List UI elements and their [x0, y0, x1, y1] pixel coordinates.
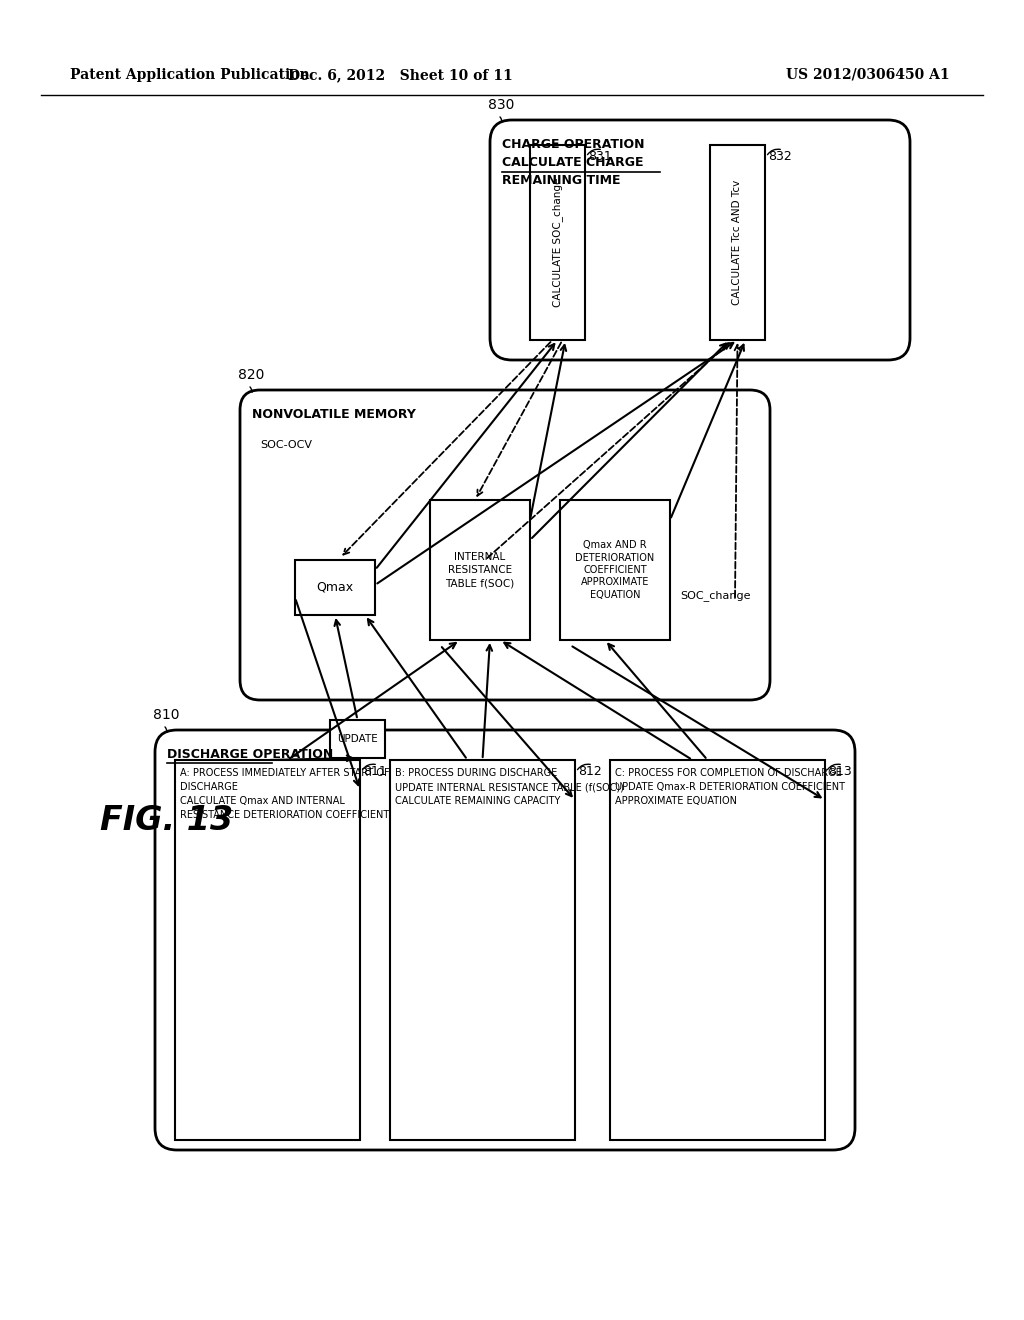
Text: SOC-OCV: SOC-OCV: [260, 440, 312, 450]
Text: DISCHARGE OPERATION: DISCHARGE OPERATION: [167, 748, 333, 762]
Text: NONVOLATILE MEMORY: NONVOLATILE MEMORY: [252, 408, 416, 421]
Bar: [610, 760, 825, 1140]
Text: 830: 830: [488, 98, 514, 112]
Bar: [390, 760, 575, 1140]
Text: FIG. 13: FIG. 13: [100, 804, 233, 837]
Text: CHARGE OPERATION: CHARGE OPERATION: [502, 139, 644, 150]
Text: INTERNAL
RESISTANCE
TABLE f(SOC): INTERNAL RESISTANCE TABLE f(SOC): [445, 552, 515, 589]
Text: CALCULATE SOC_change: CALCULATE SOC_change: [552, 178, 563, 308]
Text: Dec. 6, 2012   Sheet 10 of 11: Dec. 6, 2012 Sheet 10 of 11: [288, 69, 512, 82]
Bar: [175, 760, 360, 1140]
Text: B: PROCESS DURING DISCHARGE
UPDATE INTERNAL RESISTANCE TABLE (f(SOC))
CALCULATE : B: PROCESS DURING DISCHARGE UPDATE INTER…: [395, 768, 624, 807]
Text: 812: 812: [578, 766, 602, 777]
Text: US 2012/0306450 A1: US 2012/0306450 A1: [786, 69, 950, 82]
Text: CALCULATE CHARGE: CALCULATE CHARGE: [502, 156, 643, 169]
Text: 810: 810: [153, 708, 179, 722]
FancyBboxPatch shape: [490, 120, 910, 360]
Text: A: PROCESS IMMEDIATELY AFTER START OF
DISCHARGE
CALCULATE Qmax AND INTERNAL
RESI: A: PROCESS IMMEDIATELY AFTER START OF DI…: [180, 768, 389, 820]
Bar: [430, 500, 530, 640]
Bar: [295, 560, 375, 615]
Text: 831: 831: [588, 150, 611, 162]
Bar: [560, 500, 670, 640]
Text: Qmax AND R
DETERIORATION
COEFFICIENT
APPROXIMATE
EQUATION: Qmax AND R DETERIORATION COEFFICIENT APP…: [575, 540, 654, 599]
Bar: [710, 145, 765, 341]
Text: 820: 820: [238, 368, 264, 381]
Bar: [530, 145, 585, 341]
Text: Qmax: Qmax: [316, 581, 353, 594]
Bar: [330, 719, 385, 758]
Text: 811: 811: [362, 766, 387, 777]
Text: C: PROCESS FOR COMPLETION OF DISCHARGE
UPDATE Qmax-R DETERIORATION COEFFICIENT
A: C: PROCESS FOR COMPLETION OF DISCHARGE U…: [615, 768, 845, 807]
Text: Patent Application Publication: Patent Application Publication: [70, 69, 309, 82]
Text: 832: 832: [768, 150, 792, 162]
Text: CALCULATE Tcc AND Tcv: CALCULATE Tcc AND Tcv: [732, 180, 742, 305]
Text: SOC_change: SOC_change: [680, 590, 751, 601]
Text: 813: 813: [828, 766, 852, 777]
FancyBboxPatch shape: [240, 389, 770, 700]
FancyBboxPatch shape: [155, 730, 855, 1150]
Text: UPDATE: UPDATE: [337, 734, 378, 744]
Text: REMAINING TIME: REMAINING TIME: [502, 174, 621, 187]
